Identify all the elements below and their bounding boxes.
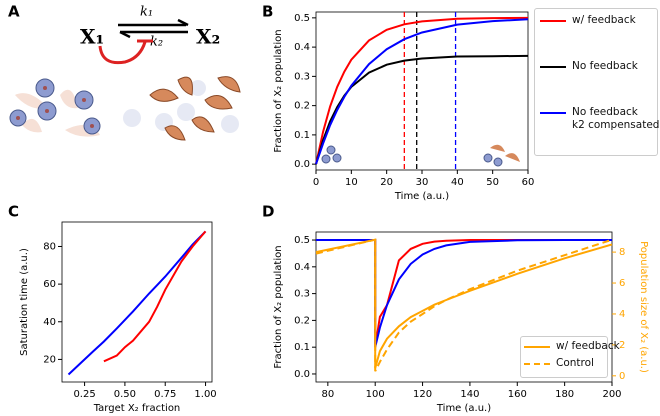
x-tick-label: 0.50 — [114, 389, 136, 400]
feedback-arc — [98, 41, 147, 65]
y-tick-label: 40 — [43, 317, 56, 328]
series-line — [315, 16, 529, 165]
cells-right — [123, 76, 241, 141]
x-tick-label: 80 — [321, 389, 334, 400]
x-tick-label: 10 — [345, 177, 358, 188]
y-tick-label: 0.4 — [294, 262, 310, 273]
y-tick-label: 0.0 — [294, 159, 310, 170]
y2-tick-label: 6 — [619, 278, 625, 289]
legend-label: No feedback — [572, 60, 638, 72]
y-tick-label: 80 — [43, 241, 56, 252]
series-line — [67, 230, 207, 376]
x-tick-label: 180 — [555, 389, 574, 400]
x-axis-label: Time (a.u.) — [436, 403, 491, 414]
x-tick-label: 60 — [522, 177, 535, 188]
legend-swatch — [540, 20, 566, 22]
x-axis-label: Time (a.u.) — [394, 191, 449, 202]
cells-left — [9, 78, 101, 137]
y-tick-label: 0.0 — [294, 369, 310, 380]
species-label: X₂ — [196, 25, 220, 49]
y-tick-label: 20 — [43, 354, 56, 365]
legend-label: w/ feedback — [572, 14, 636, 26]
rate-label: k₂ — [150, 35, 163, 50]
y-tick-label: 0.3 — [294, 289, 310, 300]
series-line — [315, 18, 529, 165]
y-tick-label: 0.2 — [294, 315, 310, 326]
y-tick-label: 0.1 — [294, 342, 310, 353]
y2-tick-label: 0 — [619, 371, 625, 382]
x-tick-label: 20 — [380, 177, 393, 188]
legend-swatch — [540, 112, 566, 114]
y-tick-label: 0.3 — [294, 71, 310, 82]
x-tick-label: 200 — [602, 389, 621, 400]
x-tick-label: 0 — [313, 177, 319, 188]
y-axis-label: Fraction of X₂ population — [273, 29, 284, 152]
legend-label: No feedback k2 compensated — [572, 106, 660, 131]
y-tick-label: 0.4 — [294, 42, 310, 53]
x-tick-label: 50 — [486, 177, 499, 188]
y-tick-label: 0.2 — [294, 101, 310, 112]
legend-label: Control — [556, 357, 594, 369]
panel-label: A — [8, 3, 20, 21]
panel-label: D — [262, 203, 274, 221]
legend-label: w/ feedback — [556, 340, 620, 352]
y2-tick-label: 8 — [619, 247, 625, 258]
panel-label: C — [8, 203, 19, 221]
legend — [534, 8, 658, 156]
legend-swatch — [540, 66, 566, 68]
series-line — [103, 230, 207, 363]
reaction-arrows — [118, 18, 189, 39]
species-label: X₁ — [80, 25, 104, 49]
y2-tick-label: 2 — [619, 340, 625, 351]
series-line — [315, 54, 529, 165]
y-tick-label: 0.5 — [294, 13, 310, 24]
y-tick-label: 0.5 — [294, 235, 310, 246]
y-tick-label: 0.1 — [294, 130, 310, 141]
x-tick-label: 1.00 — [194, 389, 216, 400]
legend — [520, 336, 608, 378]
y-axis-label: Fraction of X₂ population — [273, 245, 284, 368]
y2-tick-label: 4 — [619, 309, 625, 320]
x-tick-label: 120 — [413, 389, 432, 400]
rate-label: k₁ — [140, 5, 153, 20]
series-line — [315, 238, 613, 369]
legend-swatch — [524, 346, 550, 348]
plot-frame — [61, 221, 213, 383]
panel-label: B — [262, 3, 273, 21]
plot-frame — [315, 231, 613, 383]
y2-axis-label: Population size of X₂ (a.u.) — [638, 241, 649, 373]
x-tick-label: 0.75 — [154, 389, 176, 400]
y-tick-label: 60 — [43, 279, 56, 290]
series-line — [315, 238, 613, 372]
x-tick-label: 100 — [366, 389, 385, 400]
x-tick-label: 0.25 — [73, 389, 95, 400]
x-tick-label: 30 — [416, 177, 429, 188]
legend-swatch — [524, 363, 550, 365]
inset-cells — [321, 144, 520, 167]
x-tick-label: 40 — [451, 177, 464, 188]
x-tick-label: 140 — [460, 389, 479, 400]
x-tick-label: 160 — [508, 389, 527, 400]
y-axis-label: Saturation time (a.u.) — [19, 248, 30, 356]
x-axis-label: Target X₂ fraction — [93, 403, 181, 414]
